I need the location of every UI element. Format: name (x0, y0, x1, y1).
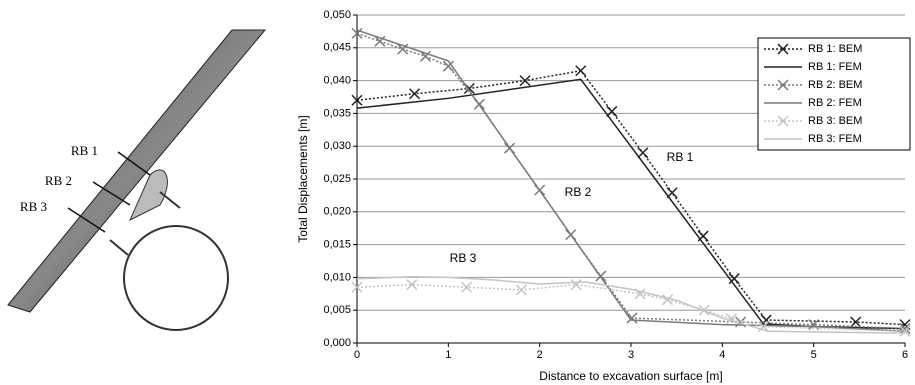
legend-label: RB 2: FEM (808, 97, 862, 109)
x-tick-label: 5 (811, 349, 817, 361)
y-tick-label: 0,005 (323, 304, 351, 316)
y-tick-label: 0,035 (323, 107, 351, 119)
diagram-label: RB 3 (20, 199, 47, 214)
legend-label: RB 3: BEM (808, 115, 862, 127)
annotation: RB 1 (667, 150, 694, 164)
legend-label: RB 3: FEM (808, 133, 862, 145)
y-tick-label: 0,020 (323, 206, 351, 218)
marker (729, 274, 739, 284)
legend-label: RB 1: BEM (808, 43, 862, 55)
x-tick-label: 1 (445, 349, 451, 361)
series-line (357, 285, 905, 332)
x-axis-label: Distance to excavation surface [m] (539, 369, 722, 383)
chart: 0,000 0,005 0,010 0,015 0,020 0,025 0,030 0,035… (296, 9, 910, 383)
marker (638, 148, 648, 158)
x-tick-label: 2 (537, 349, 543, 361)
legend-label: RB 2: BEM (808, 79, 862, 91)
diagram-label: RB 1 (71, 143, 98, 158)
x-tick-label: 6 (902, 349, 908, 361)
series-line (357, 277, 905, 333)
connector (110, 240, 128, 255)
y-tick-label: 0,025 (323, 173, 351, 185)
figure: RB 1 RB 2 RB 3 0,000 0,005 0,010 0,015 0,020… (0, 0, 915, 385)
y-tick-label: 0,010 (323, 271, 351, 283)
diagram-label: RB 2 (45, 173, 72, 188)
y-tick-label: 0,015 (323, 239, 351, 251)
annotation: RB 3 (450, 251, 477, 265)
cavern (124, 226, 228, 330)
y-tick-label: 0,030 (323, 140, 351, 152)
marker (576, 66, 586, 76)
legend-label: RB 1: FEM (808, 61, 862, 73)
annotation: RB 2 (565, 185, 592, 199)
y-tick-label: 0,045 (323, 42, 351, 54)
x-tick-label: 0 (354, 349, 360, 361)
y-tick-label: 0,040 (323, 75, 351, 87)
y-axis-label: Total Displacements [m] (296, 115, 310, 242)
marker (607, 106, 617, 116)
tunnel-diagram: RB 1 RB 2 RB 3 (8, 30, 265, 330)
y-tick-label: 0,000 (323, 337, 351, 349)
x-tick-label: 4 (719, 349, 725, 361)
x-tick-label: 3 (628, 349, 634, 361)
marker (407, 280, 417, 290)
y-tick-label: 0,050 (323, 9, 351, 21)
